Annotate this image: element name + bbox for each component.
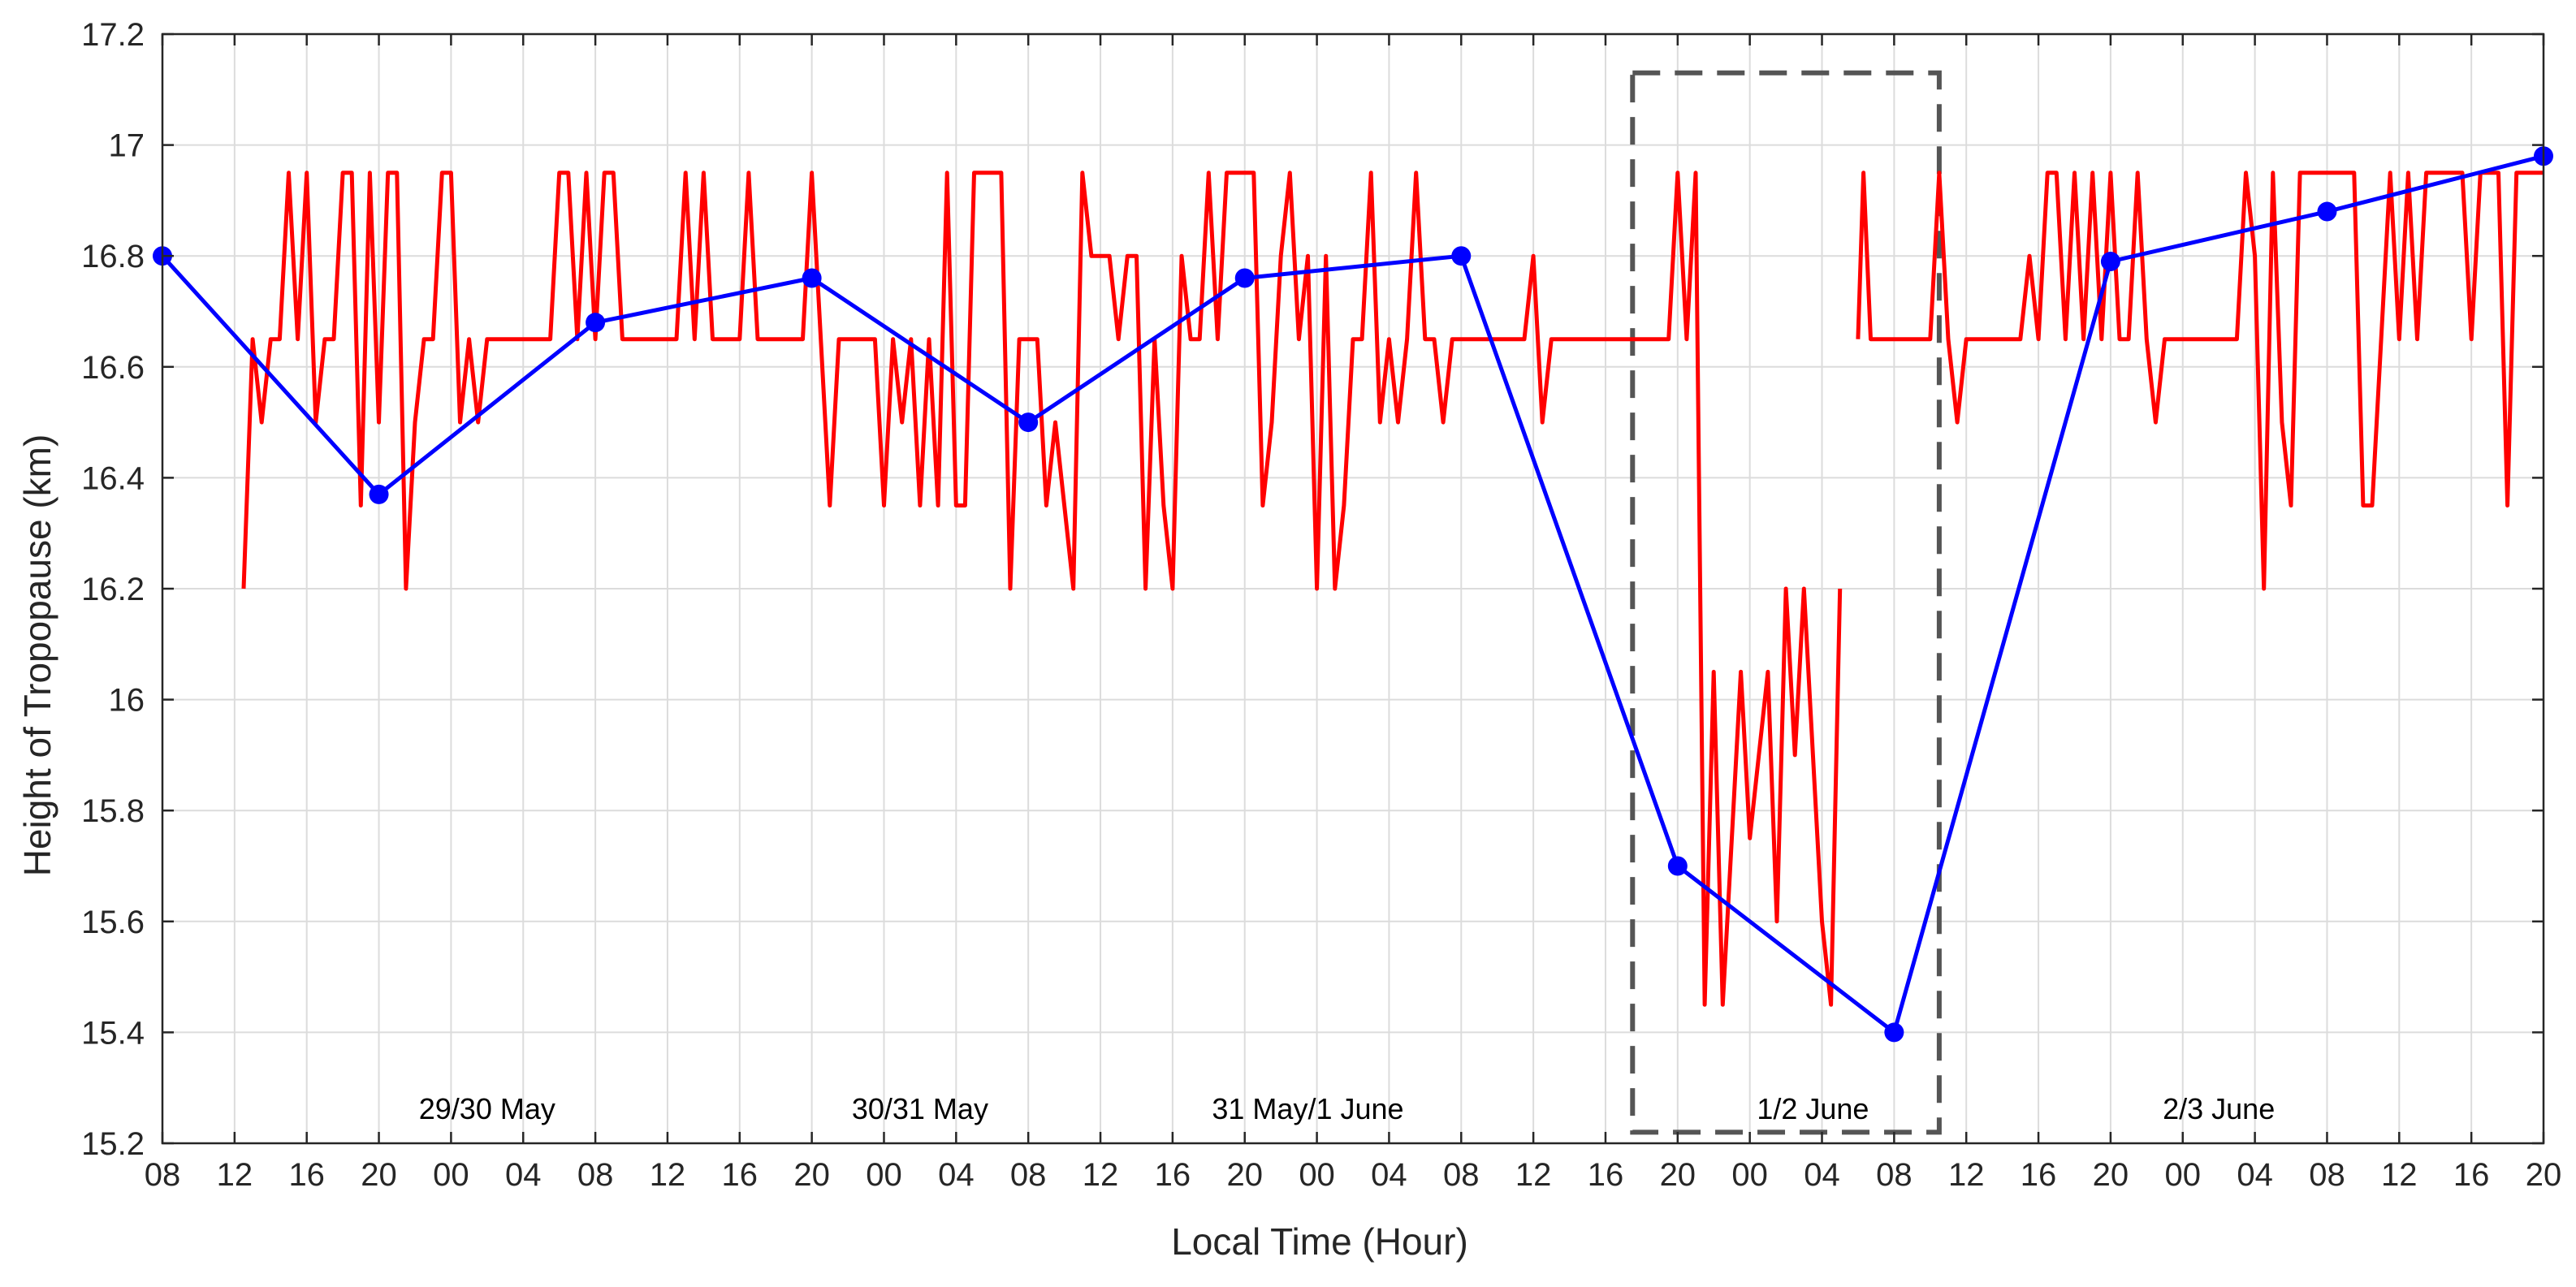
x-tick-label: 16: [288, 1157, 325, 1193]
blue-data-point: [2317, 201, 2337, 222]
y-tick-label: 15.2: [81, 1126, 145, 1162]
highlight-box: [1630, 70, 1942, 1135]
blue-series-line: [161, 153, 2544, 1034]
red-series-line: [241, 171, 1843, 1007]
y-tick-label: 16.6: [81, 350, 145, 386]
blue-data-point: [586, 313, 606, 333]
x-tick-label: 00: [866, 1157, 902, 1193]
x-tick-label: 16: [722, 1157, 759, 1193]
y-tick-label: 17: [109, 128, 145, 164]
y-tick-label: 16.4: [81, 460, 145, 496]
blue-data-point: [1018, 412, 1039, 433]
highlight-region: [1630, 70, 1942, 1135]
x-tick-label: 20: [1226, 1157, 1263, 1193]
blue-data-point: [1234, 268, 1255, 288]
x-tick-label: 12: [1948, 1157, 1985, 1193]
x-tick-label: 04: [505, 1157, 542, 1193]
blue-data-point: [1451, 246, 1472, 266]
x-tick-label: 12: [1083, 1157, 1119, 1193]
day-label: 29/30 May: [419, 1092, 555, 1125]
x-tick-label: 08: [1010, 1157, 1047, 1193]
x-tick-label: 08: [1443, 1157, 1480, 1193]
red-series: [241, 171, 2544, 1007]
x-tick-label: 12: [1515, 1157, 1552, 1193]
red-series-line: [1856, 171, 2544, 591]
y-tick-label: 16.2: [81, 572, 145, 607]
x-tick-label: 16: [1155, 1157, 1191, 1193]
x-tick-label: 20: [2093, 1157, 2129, 1193]
x-tick-label: 04: [1804, 1157, 1840, 1193]
blue-data-point: [1667, 856, 1688, 876]
x-tick-label: 04: [938, 1157, 975, 1193]
day-label: 31 May/1 June: [1212, 1092, 1403, 1125]
axes: [161, 32, 2545, 1145]
x-tick-label: 12: [217, 1157, 253, 1193]
x-tick-label: 12: [650, 1157, 686, 1193]
x-tick-label: 00: [1299, 1157, 1335, 1193]
y-tick-label: 15.4: [81, 1015, 145, 1051]
y-tick-label: 17.2: [81, 17, 145, 53]
y-tick-label: 16.8: [81, 239, 145, 274]
blue-data-point: [1884, 1022, 1904, 1043]
day-label: 1/2 June: [1757, 1092, 1869, 1125]
blue-data-point: [802, 268, 822, 288]
x-tick-label: 16: [1588, 1157, 1624, 1193]
blue-data-point: [369, 484, 389, 504]
x-tick-label: 16: [2453, 1157, 2490, 1193]
y-tick-label: 15.6: [81, 905, 145, 940]
x-tick-label: 04: [2237, 1157, 2273, 1193]
x-tick-label: 20: [1660, 1157, 1696, 1193]
day-label: 2/3 June: [2163, 1092, 2275, 1125]
x-tick-label: 20: [361, 1157, 397, 1193]
blue-data-point: [2100, 252, 2120, 272]
x-tick-label: 20: [793, 1157, 830, 1193]
x-tick-label: 00: [2165, 1157, 2202, 1193]
x-tick-label: 08: [577, 1157, 614, 1193]
x-tick-label: 08: [1876, 1157, 1913, 1193]
day-label: 30/31 May: [852, 1092, 988, 1125]
x-tick-label: 04: [1371, 1157, 1407, 1193]
x-tick-label: 00: [1731, 1157, 1768, 1193]
x-tick-label: 08: [145, 1157, 181, 1193]
labels: Local Time (Hour) Height of Tropopause (…: [16, 17, 2561, 1263]
y-axis-label: Height of Tropopause (km): [16, 434, 58, 877]
y-tick-label: 16: [109, 683, 145, 719]
x-tick-label: 16: [2021, 1157, 2057, 1193]
x-tick-label: 12: [2381, 1157, 2418, 1193]
y-tick-label: 15.8: [81, 793, 145, 829]
x-tick-label: 00: [433, 1157, 469, 1193]
x-tick-label: 20: [2526, 1157, 2562, 1193]
x-axis-label: Local Time (Hour): [1171, 1220, 1468, 1263]
x-tick-label: 08: [2309, 1157, 2345, 1193]
